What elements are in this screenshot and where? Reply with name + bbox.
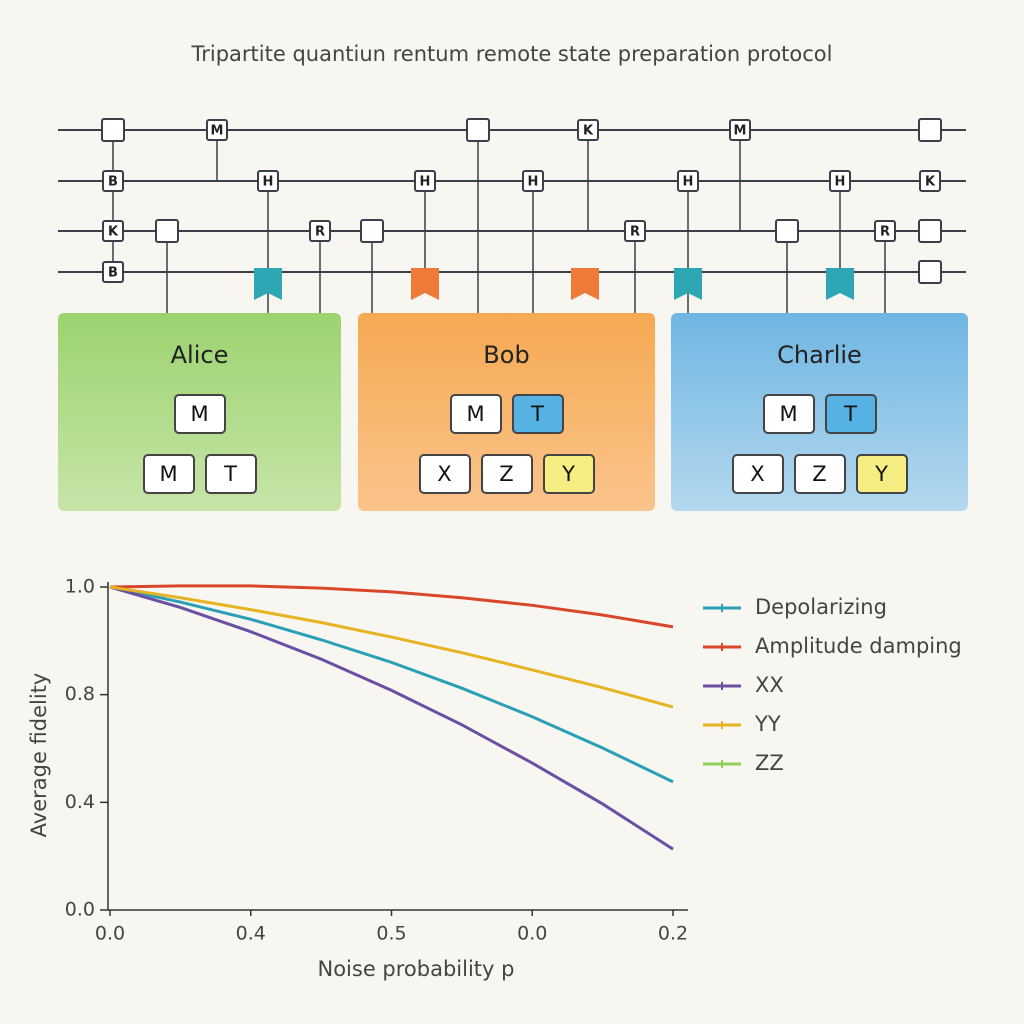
gate: [874, 220, 896, 242]
series-line: [109, 584, 674, 629]
x-tick-label: 0.2: [658, 923, 688, 945]
legend-label: Depolarizing: [755, 595, 887, 619]
gate-label: M: [211, 124, 224, 139]
legend-label: Amplitude damping: [755, 634, 962, 658]
gate-label: M: [734, 124, 747, 139]
gate-label: R: [880, 225, 890, 240]
gate-label: B: [108, 266, 118, 281]
gate-label: R: [630, 225, 640, 240]
x-axis-label: Noise probability p: [318, 957, 515, 981]
series-line: [109, 585, 674, 851]
key: Z: [793, 454, 846, 494]
gate: [775, 219, 799, 243]
gate: [257, 170, 279, 192]
wire-marker: [254, 268, 282, 300]
gate: [101, 118, 125, 142]
gate: [829, 170, 851, 192]
gate: [577, 119, 599, 141]
gate: [729, 119, 751, 141]
gate: [102, 170, 124, 192]
title: Tripartite quantiun rentum remote state …: [191, 42, 833, 66]
wire-marker: [826, 268, 854, 300]
y-tick-label: 0.0: [65, 899, 95, 921]
gate: [206, 119, 228, 141]
key: M: [449, 394, 502, 434]
wire-marker: [411, 268, 439, 300]
y-tick-label: 0.4: [65, 791, 95, 813]
gate: [102, 261, 124, 283]
key: M: [762, 394, 815, 434]
key: Z: [480, 454, 533, 494]
gate-label: H: [263, 175, 274, 190]
x-tick-label: 0.5: [376, 923, 406, 945]
key: M: [142, 454, 195, 494]
gate: [918, 260, 942, 284]
gate: [918, 118, 942, 142]
gate: [522, 170, 544, 192]
gate-label: K: [108, 225, 119, 240]
key: X: [731, 454, 784, 494]
gate: [918, 219, 942, 243]
key: M: [173, 394, 226, 434]
series-line: [109, 585, 674, 784]
party-name: Charlie: [777, 341, 862, 369]
y-axis-label: Average fidelity: [27, 673, 51, 838]
wire-marker: [571, 268, 599, 300]
gate: [466, 118, 490, 142]
key: T: [824, 394, 877, 434]
gate: [155, 219, 179, 243]
gate-label: H: [420, 175, 431, 190]
gate: [919, 170, 941, 192]
gate: [102, 220, 124, 242]
party-name: Alice: [170, 341, 229, 369]
wire-marker: [674, 268, 702, 300]
gate: [360, 219, 384, 243]
gate-label: H: [528, 175, 539, 190]
x-tick-label: 0.0: [95, 923, 125, 945]
y-tick-label: 0.8: [65, 683, 95, 705]
legend-label: ZZ: [755, 751, 784, 775]
gate-label: H: [683, 175, 694, 190]
gate: [624, 220, 646, 242]
gate-label: R: [315, 225, 325, 240]
gate: [309, 220, 331, 242]
y-tick-label: 1.0: [65, 576, 95, 598]
legend-label: XX: [755, 673, 784, 697]
gate-label: K: [583, 124, 594, 139]
gate-label: H: [835, 175, 846, 190]
key: T: [511, 394, 564, 434]
party-name: Bob: [483, 341, 530, 369]
key: X: [418, 454, 471, 494]
key: T: [204, 454, 257, 494]
x-tick-label: 0.0: [517, 923, 547, 945]
gate: [677, 170, 699, 192]
legend-label: YY: [754, 712, 781, 736]
x-tick-label: 0.4: [236, 923, 266, 945]
series-line: [109, 585, 674, 709]
key-row: M: [58, 394, 341, 434]
gate-label: B: [108, 175, 118, 190]
key: Y: [855, 454, 908, 494]
key: Y: [542, 454, 595, 494]
gate: [414, 170, 436, 192]
gate-label: K: [925, 175, 936, 190]
